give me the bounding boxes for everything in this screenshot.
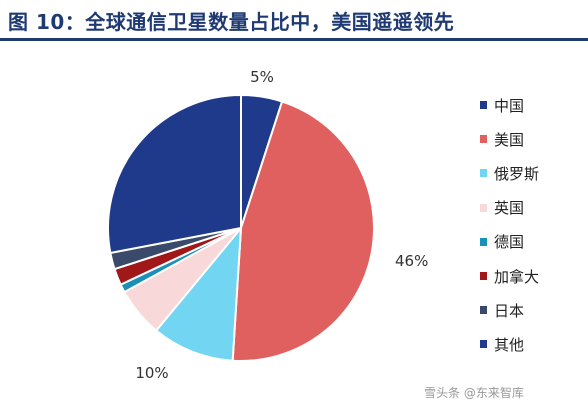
legend-label: 英国: [494, 199, 525, 218]
legend-item-1: 中国: [480, 88, 539, 122]
legend-item-3: 俄罗斯: [480, 156, 539, 190]
legend-item-6: 加拿大: [480, 259, 539, 293]
legend-label: 德国: [494, 233, 525, 252]
title-underline: [0, 38, 588, 41]
legend-swatch: [480, 203, 487, 212]
legend-label: 日本: [494, 301, 525, 320]
legend-label: 中国: [494, 96, 525, 115]
legend-item-7: 日本: [480, 293, 539, 327]
legend-item-5: 德国: [480, 225, 539, 259]
legend: 中国美国俄罗斯英国德国加拿大日本其他: [480, 88, 539, 362]
data-label-3: 10%: [135, 364, 168, 382]
data-label-1: 5%: [250, 68, 274, 86]
legend-item-2: 美国: [480, 122, 539, 156]
pie-slice-2: [231, 100, 375, 362]
watermark: 雪头条 @东来智库: [424, 386, 524, 400]
legend-label: 加拿大: [494, 267, 540, 286]
legend-label: 其他: [494, 335, 525, 354]
legend-label: 美国: [494, 130, 525, 149]
pie-slice-3: [154, 224, 243, 362]
legend-swatch: [480, 135, 487, 144]
legend-swatch: [480, 169, 487, 178]
legend-swatch: [480, 306, 487, 315]
pie-slice-8: [107, 93, 242, 255]
legend-item-8: 其他: [480, 327, 539, 361]
chart-title: 图 10：全球通信卫星数量占比中，美国遥遥领先: [8, 10, 455, 34]
legend-swatch: [480, 237, 487, 246]
legend-swatch: [480, 272, 487, 281]
legend-label: 俄罗斯: [494, 164, 540, 183]
legend-swatch: [480, 101, 487, 110]
legend-item-4: 英国: [480, 191, 539, 225]
legend-swatch: [480, 340, 487, 349]
data-label-2: 46%: [395, 252, 428, 270]
